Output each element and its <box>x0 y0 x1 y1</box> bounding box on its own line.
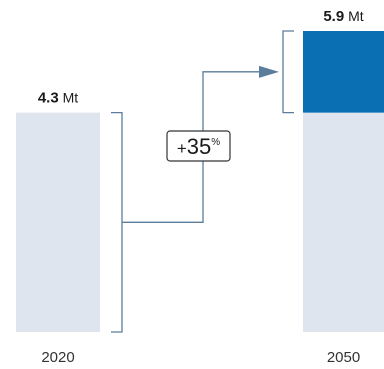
bracket-2020 <box>111 111 123 333</box>
value-label-2050: 5.9 Mt <box>323 8 363 25</box>
bar-2020 <box>16 112 100 332</box>
brackets-group <box>111 30 294 333</box>
category-label-2050: 2050 <box>327 349 360 366</box>
labels-group: +35% 4.3 Mt 5.9 Mt 2020 2050 <box>38 8 364 366</box>
category-label-2020: 2020 <box>41 349 74 366</box>
bars-group <box>16 31 384 332</box>
bracket-increment <box>282 30 294 114</box>
change-label-box <box>166 130 231 162</box>
change-label: +35% <box>177 134 220 159</box>
value-label-2020: 4.3 Mt <box>38 90 78 107</box>
bar-2050-base <box>303 112 384 332</box>
bar-2050-increment <box>303 31 384 113</box>
arrow-head <box>259 65 279 78</box>
